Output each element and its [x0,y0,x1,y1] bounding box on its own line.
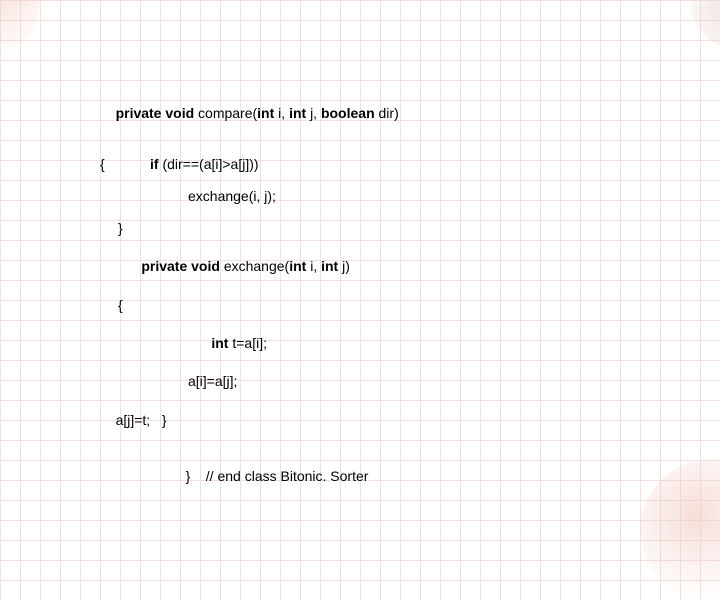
brace-close: } [118,219,640,237]
end-comment: // end class Bitonic. Sorter [206,468,369,484]
keyword-int: int [321,258,342,274]
keyword-int: int [257,105,278,121]
code-block-2: } private void exchange(int i, int j) { … [118,219,640,391]
exchange-signature: private void exchange(int i, int j) [118,239,640,294]
param-j: j, [310,105,321,121]
param-dir: dir) [379,105,399,121]
if-statement: if (dir==(a[i]>a[j])) [150,155,259,173]
keyword-int: int [289,105,310,121]
keyword-private-void: private void [141,258,223,274]
compare-signature: private void compare(int i, int j, boole… [100,86,640,141]
keyword-if: if [150,156,162,172]
assign-t: t=a[i]; [232,335,267,351]
param-i: i, [278,105,289,121]
brace-open: { [100,155,150,173]
body-line-1: int t=a[i]; [188,316,640,371]
if-row: { if (dir==(a[i]>a[j])) [100,155,640,173]
if-condition: (dir==(a[i]>a[j])) [162,156,258,172]
param-j: j) [342,258,350,274]
class-close: } [186,468,206,484]
param-i: i, [310,258,321,274]
keyword-int: int [211,335,232,351]
keyword-private-void: private void [116,105,198,121]
end-row: } // end class Bitonic. Sorter [170,449,640,504]
keyword-int: int [289,258,310,274]
method-exchange: exchange( [224,258,289,274]
assign-aj: a[j]=t; [116,412,162,428]
keyword-boolean: boolean [321,105,379,121]
body-line-3-row: a[j]=t; } [100,393,640,448]
method-compare: compare( [198,105,257,121]
code-slide: private void compare(int i, int j, boole… [100,84,640,506]
exchange-call: exchange(i, j); [188,187,640,205]
body-close: } [162,412,167,428]
body-open: { [118,296,640,314]
body-line-2: a[i]=a[j]; [188,372,640,390]
